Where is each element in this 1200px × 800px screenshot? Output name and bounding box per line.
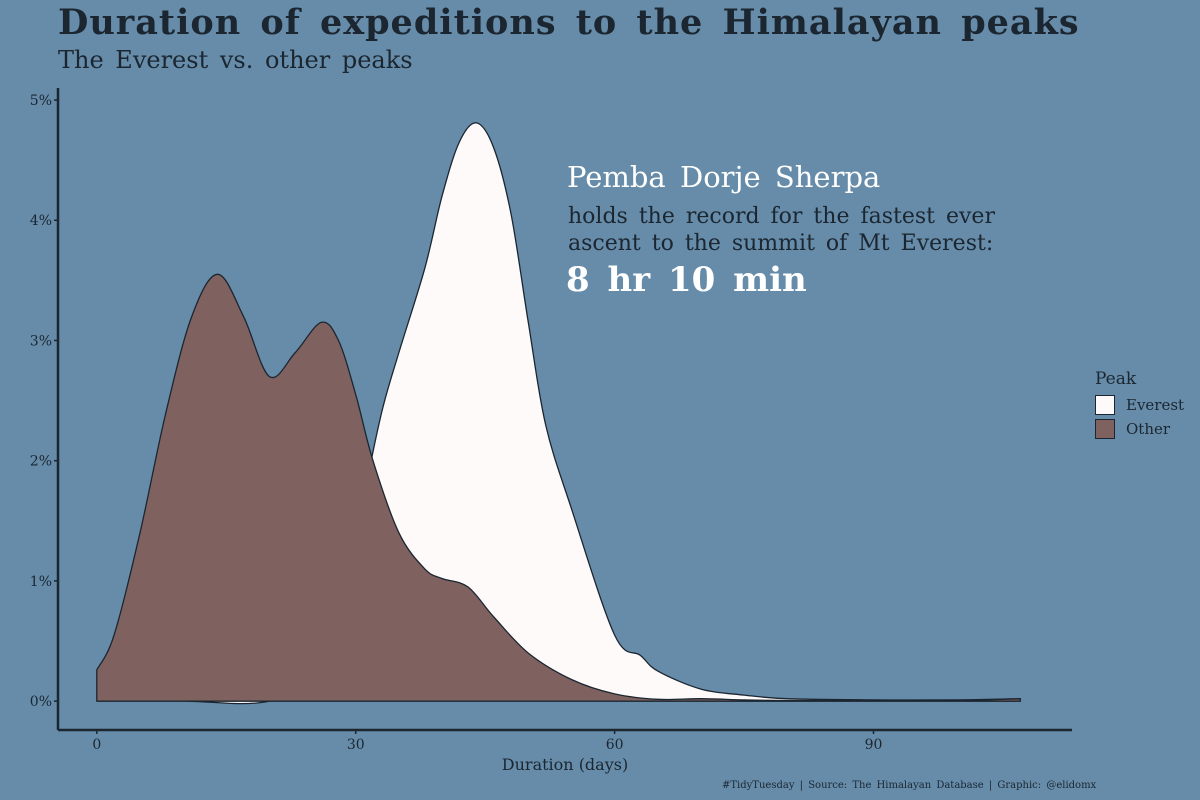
- legend-swatch-everest: [1095, 395, 1115, 415]
- y-tick-label-4: 4%: [30, 213, 52, 229]
- legend-label-everest: Everest: [1126, 396, 1185, 414]
- annotation-body: holds the record for the fastest ever as…: [568, 203, 995, 257]
- legend-swatch-other: [1095, 419, 1115, 439]
- chart-title: Duration of expeditions to the Himalayan…: [58, 2, 1080, 43]
- y-tick-label-5: 5%: [30, 93, 52, 109]
- legend-item-everest: Everest: [1095, 393, 1184, 417]
- x-tick-label-1: 30: [347, 737, 365, 753]
- density-area-other: [96, 273, 1021, 702]
- y-tick-label-3: 3%: [30, 333, 52, 349]
- chart-subtitle: The Everest vs. other peaks: [58, 46, 413, 74]
- annotation-line-2: ascent to the summit of Mt Everest:: [568, 231, 994, 256]
- legend: Peak Everest Other: [1095, 369, 1184, 441]
- x-tick-label-3: 90: [865, 737, 883, 753]
- annotation-record: 8 hr 10 min: [566, 260, 807, 300]
- annotation-name: Pemba Dorje Sherpa: [567, 160, 881, 194]
- chart-caption: #TidyTuesday | Source: The Himalayan Dat…: [722, 780, 1097, 791]
- legend-title: Peak: [1095, 369, 1137, 389]
- legend-item-other: Other: [1095, 417, 1184, 441]
- y-tick-label-1: 1%: [30, 574, 52, 590]
- annotation-line-1: holds the record for the fastest ever: [568, 204, 995, 229]
- x-axis-title: Duration (days): [502, 755, 628, 774]
- y-tick-label-0: 0%: [30, 694, 52, 710]
- y-tick-label-2: 2%: [30, 454, 52, 470]
- legend-label-other: Other: [1126, 420, 1171, 438]
- x-tick-label-0: 0: [92, 737, 101, 753]
- x-tick-label-2: 60: [606, 737, 624, 753]
